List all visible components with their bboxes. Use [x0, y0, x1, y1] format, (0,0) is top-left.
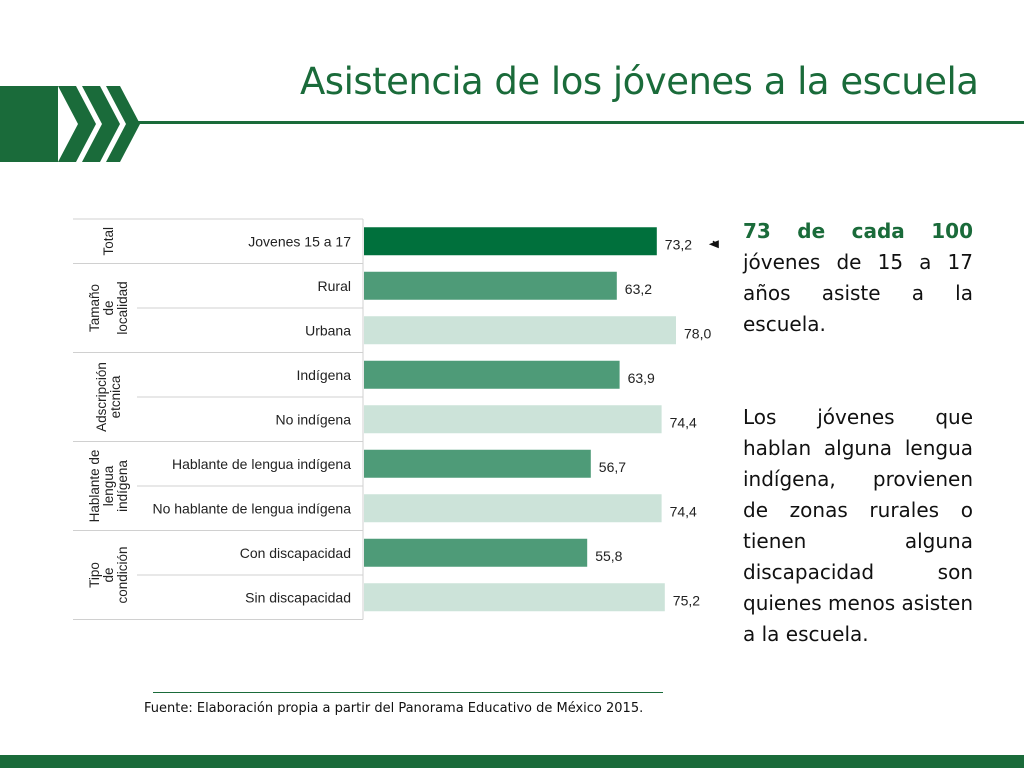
chart-category-label: Rural: [318, 278, 351, 294]
footer-band: [0, 755, 1024, 768]
chart-value-label: 56,7: [599, 459, 626, 475]
chart-group-label: Tamañodelocalidad: [87, 281, 130, 334]
chart-value-label: 63,9: [628, 370, 655, 386]
chart-bar: [364, 494, 662, 523]
title-underline: [130, 121, 1024, 124]
chart-value-label: 74,4: [670, 503, 697, 519]
chart-bar: [364, 227, 657, 256]
chart-value-label: 73,2: [665, 236, 692, 252]
chart-group-label: Tipodecondición: [87, 546, 130, 603]
chart-bar: [364, 316, 676, 345]
note-highlight: 73 de cada 100: [743, 219, 973, 243]
chart-category-label: No indígena: [275, 411, 351, 427]
chart-value-labels: 73,2 63,2 78,0 63,9 74,4 56,7 74,4 55,8 75,2: [595, 236, 711, 608]
chart-annotation: [708, 240, 719, 249]
chart-category-label: Con discapacidad: [240, 545, 351, 561]
chart-value-label: 74,4: [670, 414, 697, 430]
header-chevron-icon: [0, 86, 140, 162]
chart-value-label: 55,8: [595, 548, 622, 564]
chart-bar: [364, 405, 662, 434]
chart-bar: [364, 449, 591, 478]
chart-group-label: Adscripciónetcnica: [94, 362, 123, 432]
source-note: Fuente: Elaboración propia a partir del …: [144, 701, 644, 716]
chart-category-label: Jovenes 15 a 17: [248, 233, 351, 249]
chart-group-labels: Total Tamañodelocalidad Adscripciónetcnica…: [87, 227, 130, 604]
chart-category-label: No hablante de lengua indígena: [152, 500, 351, 516]
chart-category-label: Hablante de lengua indígena: [172, 456, 351, 472]
chart-category-label: Indígena: [297, 367, 352, 383]
chart-bar: [364, 583, 665, 612]
chart-value-label: 78,0: [684, 325, 711, 341]
chart-bar: [364, 271, 617, 300]
chart-bar: [364, 538, 588, 567]
chart-group-label: Hablante delenguaindígena: [87, 450, 130, 523]
chart-grid: [73, 218, 364, 620]
chart-category-label: Sin discapacidad: [245, 589, 351, 605]
chart-category-labels: Jovenes 15 a 17 Rural Urbana Indígena No ind…: [152, 233, 351, 605]
note-rest: jóvenes de 15 a 17 años asiste a la escu…: [743, 250, 973, 336]
chart-group-label: Total: [101, 227, 116, 256]
page-title: Asistencia de los jóvenes a la escuela: [300, 60, 979, 103]
arrowhead-icon: [708, 240, 719, 249]
chart-bars: [364, 227, 676, 612]
chart-bar: [364, 360, 620, 389]
note-groups: Los jóvenes que hablan alguna lengua ind…: [743, 405, 973, 646]
source-divider: [153, 692, 663, 693]
chart-value-label: 63,2: [625, 281, 652, 297]
chart-category-label: Urbana: [305, 322, 351, 338]
note-total: 73 de cada 100 jóvenes de 15 a 17 años a…: [743, 216, 973, 340]
chart-value-label: 75,2: [673, 592, 700, 608]
